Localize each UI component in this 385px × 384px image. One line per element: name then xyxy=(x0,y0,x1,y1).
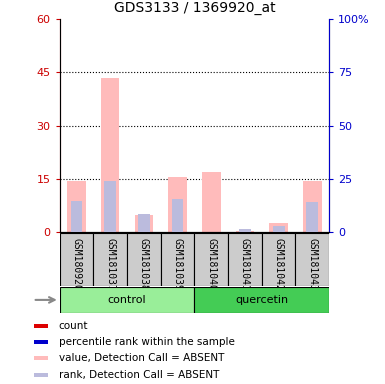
Bar xyxy=(262,233,296,286)
Bar xyxy=(127,233,161,286)
Bar xyxy=(60,233,93,286)
Text: value, Detection Call = ABSENT: value, Detection Call = ABSENT xyxy=(59,353,224,363)
Bar xyxy=(273,226,285,232)
Title: GDS3133 / 1369920_at: GDS3133 / 1369920_at xyxy=(114,2,275,15)
Bar xyxy=(101,78,119,232)
Bar xyxy=(33,340,48,344)
Bar xyxy=(70,202,82,232)
Bar xyxy=(303,181,321,232)
Text: GSM181037: GSM181037 xyxy=(105,238,115,291)
Text: GSM181039: GSM181039 xyxy=(172,238,182,291)
Text: GSM181038: GSM181038 xyxy=(139,238,149,291)
Bar xyxy=(33,356,48,360)
Bar xyxy=(236,231,254,232)
Text: GSM181040: GSM181040 xyxy=(206,238,216,291)
Bar xyxy=(202,172,221,232)
Bar xyxy=(172,199,184,232)
Bar xyxy=(67,181,86,232)
Text: GSM181043: GSM181043 xyxy=(307,238,317,291)
Text: GSM181041: GSM181041 xyxy=(240,238,250,291)
Text: GSM181042: GSM181042 xyxy=(274,238,284,291)
Text: control: control xyxy=(108,295,146,305)
Bar xyxy=(168,177,187,232)
Bar xyxy=(194,233,228,286)
Text: GSM180920: GSM180920 xyxy=(72,238,82,291)
Text: quercetin: quercetin xyxy=(235,295,288,305)
Bar xyxy=(60,287,194,313)
Bar xyxy=(33,324,48,328)
Text: percentile rank within the sample: percentile rank within the sample xyxy=(59,337,234,347)
Bar xyxy=(33,373,48,377)
Bar xyxy=(161,233,194,286)
Text: count: count xyxy=(59,321,88,331)
Bar xyxy=(194,287,329,313)
Bar xyxy=(93,233,127,286)
Bar xyxy=(239,229,251,232)
Bar xyxy=(138,214,150,232)
Bar xyxy=(270,223,288,232)
Bar xyxy=(306,202,318,232)
Text: rank, Detection Call = ABSENT: rank, Detection Call = ABSENT xyxy=(59,370,219,380)
Bar xyxy=(296,233,329,286)
Bar xyxy=(135,215,153,232)
Bar xyxy=(228,233,262,286)
Bar xyxy=(104,181,116,232)
